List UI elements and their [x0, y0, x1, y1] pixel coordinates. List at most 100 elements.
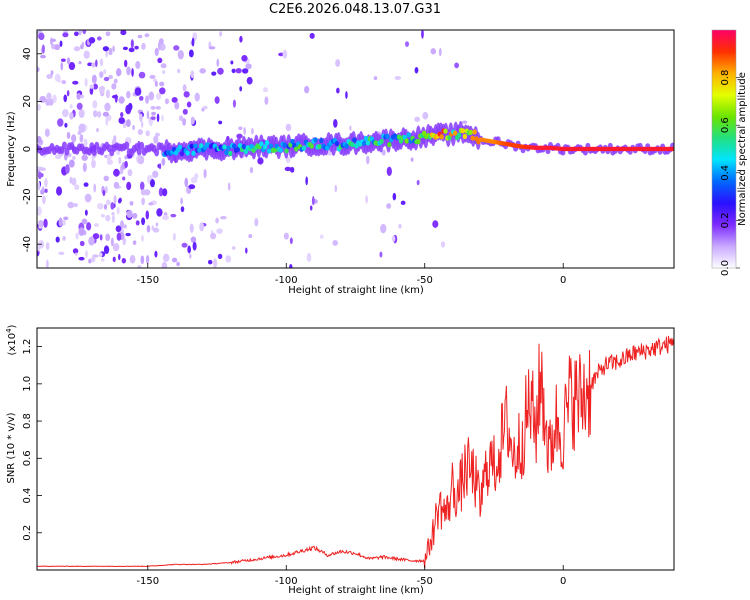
- spectrogram-noise-point: [214, 96, 220, 104]
- spectrogram-noise-point: [92, 110, 98, 118]
- spectrogram-noise-point: [159, 87, 166, 95]
- spectrogram-noise-point: [137, 129, 143, 135]
- spectrogram-noise-point: [113, 181, 120, 189]
- spectrogram-noise-point: [246, 76, 253, 85]
- spectrogram-noise-point: [96, 111, 102, 118]
- spectrogram-noise-point: [241, 55, 248, 62]
- spectrogram-noise-point: [239, 86, 243, 92]
- spectrogram-noise-point: [85, 250, 88, 258]
- spectrogram-noise-point: [66, 90, 70, 97]
- spectrogram-noise-point: [111, 94, 119, 99]
- spectrogram-noise-point: [155, 105, 161, 110]
- spectrogram-ridge-point: [290, 138, 295, 145]
- spectrogram-noise-point: [178, 115, 184, 122]
- spectrogram-halo-point: [124, 141, 130, 150]
- spectrogram-noise-point: [110, 237, 114, 247]
- spectrogram-noise-point: [264, 96, 269, 105]
- spectrogram-noise-point: [63, 94, 68, 103]
- spectrogram-noise-point: [137, 34, 143, 39]
- spectrogram-noise-point: [373, 76, 378, 81]
- spectrogram-noise-point: [104, 186, 108, 194]
- spectrogram-noise-point: [289, 237, 293, 245]
- colorbar-tick-label: 0.6: [720, 117, 731, 133]
- spectrogram-noise-point: [46, 73, 53, 80]
- spectrogram-ridge-point: [439, 134, 444, 140]
- spectrogram-x-tick-label: -100: [275, 275, 298, 286]
- spectrogram-noise-point: [83, 138, 88, 147]
- spectrogram-noise-point: [100, 213, 105, 218]
- spectrogram-noise-point: [414, 67, 419, 74]
- spectrogram-noise-point: [162, 188, 168, 197]
- spectrogram-noise-point: [152, 170, 159, 178]
- spectrogram-x-tick-label: 0: [560, 275, 566, 286]
- spectrogram-noise-point: [135, 60, 141, 69]
- spectrogram-noise-point: [366, 155, 370, 165]
- spectrogram-ridge-point: [228, 150, 233, 157]
- spectrogram-noise-point: [125, 232, 131, 237]
- spectrogram-y-tick-label: 20: [22, 95, 33, 108]
- spectrogram-noise-point: [122, 46, 128, 51]
- spectrogram-noise-point: [72, 155, 76, 160]
- spectrogram-noise-point: [126, 90, 131, 99]
- spectrogram-noise-point: [190, 176, 198, 184]
- spectrogram-noise-point: [78, 60, 82, 65]
- spectrogram-y-tick-label: -40: [22, 236, 33, 252]
- spectrogram-noise-point: [69, 112, 74, 120]
- spectrogram-noise-point: [59, 40, 63, 47]
- snr-y-axis-label: SNR (10 * v/v): [6, 412, 17, 483]
- spectrogram-noise-point: [140, 121, 144, 128]
- spectrogram-noise-point: [98, 85, 105, 94]
- spectrogram-ridge-point: [361, 140, 367, 146]
- spectrogram-ridge-point: [189, 143, 194, 149]
- spectrogram-noise-point: [95, 59, 98, 68]
- spectrogram-noise-point: [139, 181, 145, 191]
- spectrogram-noise-point: [39, 95, 47, 103]
- spectrogram-noise-point: [144, 33, 150, 38]
- spectrogram-noise-point: [155, 93, 162, 100]
- spectrogram-noise-point: [190, 116, 195, 125]
- spectrogram-noise-point: [46, 259, 49, 268]
- spectrogram-noise-point: [38, 32, 45, 41]
- colorbar-ticks: 0.0 0.2 0.4 0.6 0.8: [720, 70, 740, 276]
- spectrogram-noise-point: [120, 30, 127, 36]
- spectrogram-noise-point: [73, 31, 79, 37]
- spectrogram-noise-point: [73, 46, 81, 52]
- snr-x-ticks: -150 -100 -50 0: [136, 565, 566, 587]
- spectrogram-noise-point: [116, 232, 122, 241]
- spectrogram-noise-point: [392, 192, 397, 201]
- spectrogram-noise-point: [132, 212, 138, 219]
- spectrogram-noise-point: [122, 176, 126, 181]
- spectrogram-noise-point: [108, 50, 113, 56]
- spectrogram-noise-point: [81, 154, 88, 161]
- spectrogram-noise-point: [182, 118, 187, 126]
- spectrogram-noise-point: [158, 38, 164, 45]
- spectrogram-noise-point: [155, 222, 159, 227]
- spectrogram-noise-point: [126, 119, 131, 128]
- spectrogram-noise-point: [96, 128, 99, 133]
- snr-frame: [36, 327, 675, 571]
- spectrogram-ridge-point: [197, 147, 202, 153]
- spectrogram-noise-point: [121, 257, 127, 264]
- spectrogram-noise-point: [58, 217, 63, 227]
- spectrogram-noise-point: [72, 80, 79, 85]
- spectrogram-noise-point: [146, 110, 150, 120]
- spectrogram-noise-point: [124, 59, 128, 68]
- spectrogram-noise-point: [112, 243, 120, 252]
- spectrogram-noise-point: [123, 224, 127, 229]
- spectrogram-halo-point: [89, 142, 95, 151]
- spectrogram-noise-point: [94, 223, 99, 227]
- spectrogram-noise-point: [187, 245, 192, 254]
- spectrogram-noise-point: [141, 234, 144, 242]
- colorbar: 0.0 0.2 0.4 0.6 0.8 Normalized spectral ampl…: [711, 29, 748, 276]
- spectrogram-ridge-point: [191, 150, 196, 156]
- spectrogram-noise-point: [398, 223, 402, 229]
- spectrogram-noise-point: [432, 220, 439, 228]
- spectrogram-noise-point: [248, 234, 253, 239]
- spectrogram-ridge-point: [264, 140, 270, 146]
- snr-x-tick-label: -50: [417, 576, 433, 587]
- spectrogram-noise-point: [118, 96, 125, 104]
- spectrogram-noise-point: [128, 47, 135, 53]
- spectrogram-halo-point: [91, 148, 97, 157]
- spectrogram-noise-point: [37, 206, 42, 216]
